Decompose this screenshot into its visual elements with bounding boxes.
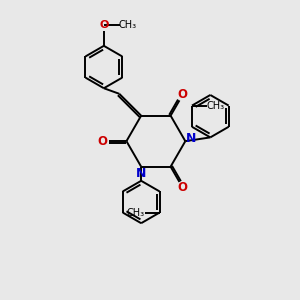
Text: CH₃: CH₃: [206, 100, 225, 111]
Text: N: N: [136, 167, 146, 180]
Text: CH₃: CH₃: [119, 20, 137, 30]
Text: O: O: [97, 135, 107, 148]
Text: CH₃: CH₃: [127, 208, 145, 218]
Text: O: O: [178, 181, 188, 194]
Text: O: O: [178, 88, 188, 101]
Text: N: N: [185, 132, 196, 145]
Text: O: O: [99, 20, 109, 30]
